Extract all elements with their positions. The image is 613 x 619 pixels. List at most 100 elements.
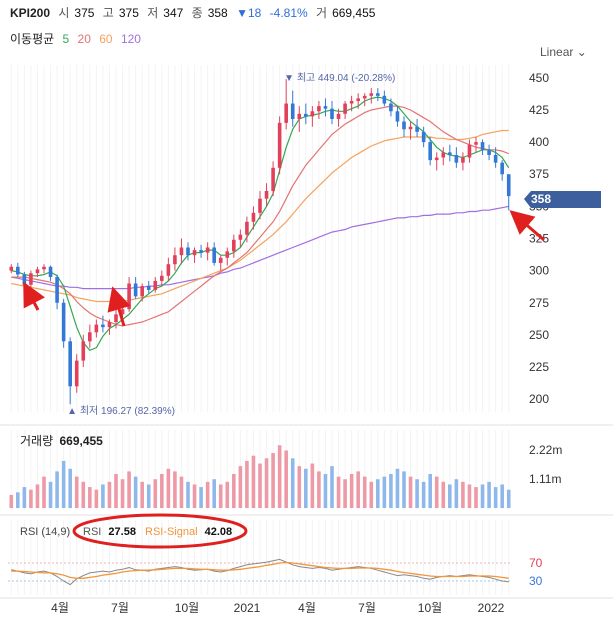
red-arrow-annotation — [107, 286, 131, 327]
volume-bar — [356, 471, 360, 508]
candle-body — [323, 106, 328, 109]
ma20-line — [11, 105, 509, 327]
price-tick-label: 450 — [529, 71, 549, 85]
low-label: 저 — [147, 6, 159, 20]
price-tick-label: 400 — [529, 135, 549, 149]
candle-body — [258, 198, 262, 213]
volume-bar — [304, 468, 308, 508]
x-axis-label: 2021 — [234, 601, 261, 615]
candle-body — [402, 121, 406, 130]
candle-body — [454, 154, 459, 163]
volume-bar — [9, 494, 14, 508]
volume-bar — [271, 453, 275, 508]
volume-bar — [474, 487, 478, 508]
candle-body — [245, 221, 249, 235]
ma5-legend: 5 — [62, 32, 70, 46]
candle-body — [415, 126, 419, 132]
candle-body — [336, 113, 341, 119]
symbol-name: KPI200 — [10, 6, 51, 20]
volume-bar — [16, 492, 20, 508]
volume-bar — [199, 487, 203, 508]
red-arrow-annotation — [23, 281, 45, 311]
change-value: 18 — [247, 6, 262, 20]
candle-body — [264, 190, 269, 199]
candle-body — [382, 95, 387, 104]
volume-bar — [448, 484, 452, 508]
price-tick-label: 375 — [529, 167, 549, 181]
volume-bar — [461, 481, 465, 508]
x-axis-label: 4월 — [51, 601, 69, 615]
x-axis-label: 2022 — [478, 601, 505, 615]
volume-bar — [480, 484, 485, 508]
ma20-legend: 20 — [77, 32, 91, 46]
close-label: 종 — [191, 6, 203, 20]
candle-body — [290, 103, 295, 119]
high-value: 375 — [118, 6, 139, 20]
price-tick-label: 425 — [529, 103, 549, 117]
volume-bar — [22, 487, 27, 508]
volume-bar — [290, 458, 295, 508]
volume-bar — [127, 471, 131, 508]
candle-body — [74, 360, 79, 387]
price-tick-label: 200 — [529, 392, 549, 406]
volume-bar — [140, 481, 144, 508]
candle-body — [192, 250, 197, 256]
candle-body — [448, 152, 452, 155]
volume-bar — [120, 479, 125, 508]
candle-body — [114, 314, 118, 323]
moving-average-legend[interactable]: 이동평균 5 20 60 120 — [10, 30, 146, 47]
candle-body — [428, 142, 432, 161]
volume-bar — [493, 487, 498, 508]
volume-bar — [454, 479, 459, 508]
candle-body — [284, 103, 288, 123]
volume-bar — [245, 460, 249, 508]
candle-body — [304, 113, 308, 117]
candle-body — [35, 269, 40, 274]
volume-bar — [343, 479, 347, 508]
volume-bar — [317, 471, 321, 508]
candle-body — [271, 167, 275, 191]
volume-value: 669,455 — [332, 6, 376, 20]
rsi-tick-70: 70 — [529, 556, 543, 570]
candle-body — [94, 324, 99, 333]
x-axis-label: 7월 — [358, 601, 376, 615]
candle-body — [232, 239, 236, 252]
candle-body — [461, 157, 465, 163]
volume-bar — [389, 474, 393, 508]
volume-bar — [166, 468, 171, 508]
volume-bar — [218, 484, 223, 508]
candle-body — [277, 122, 282, 168]
volume-bar — [35, 484, 40, 508]
volume-bar — [133, 476, 138, 508]
candle-body — [68, 341, 72, 387]
volume-bar — [81, 481, 86, 508]
volume-bar — [487, 481, 491, 508]
ma60-line — [11, 129, 509, 303]
volume-bar — [42, 476, 46, 508]
candle-body — [107, 322, 112, 328]
volume-bar — [192, 484, 197, 508]
candle-body — [48, 266, 53, 278]
candle-body — [349, 100, 354, 104]
volume-bar — [264, 458, 269, 508]
volume-bar — [48, 481, 53, 508]
volume-bar — [428, 474, 432, 508]
x-axis-label: 7월 — [111, 601, 129, 615]
candle-body — [251, 212, 256, 222]
volume-label: 거 — [316, 6, 328, 20]
candle-body — [42, 266, 46, 270]
candle-body — [153, 280, 158, 290]
ma60-legend: 60 — [99, 32, 113, 46]
scale-dropdown[interactable]: Linear ⌄ — [540, 45, 587, 59]
candle-body — [179, 247, 184, 256]
high-label: 고 — [102, 6, 114, 20]
candle-body — [310, 111, 315, 117]
volume-bar — [415, 479, 419, 508]
open-value: 375 — [74, 6, 95, 20]
rsi-tick-30: 30 — [529, 574, 543, 588]
candle-body — [101, 324, 105, 328]
volume-bar — [500, 484, 504, 508]
candle-body — [160, 275, 164, 281]
